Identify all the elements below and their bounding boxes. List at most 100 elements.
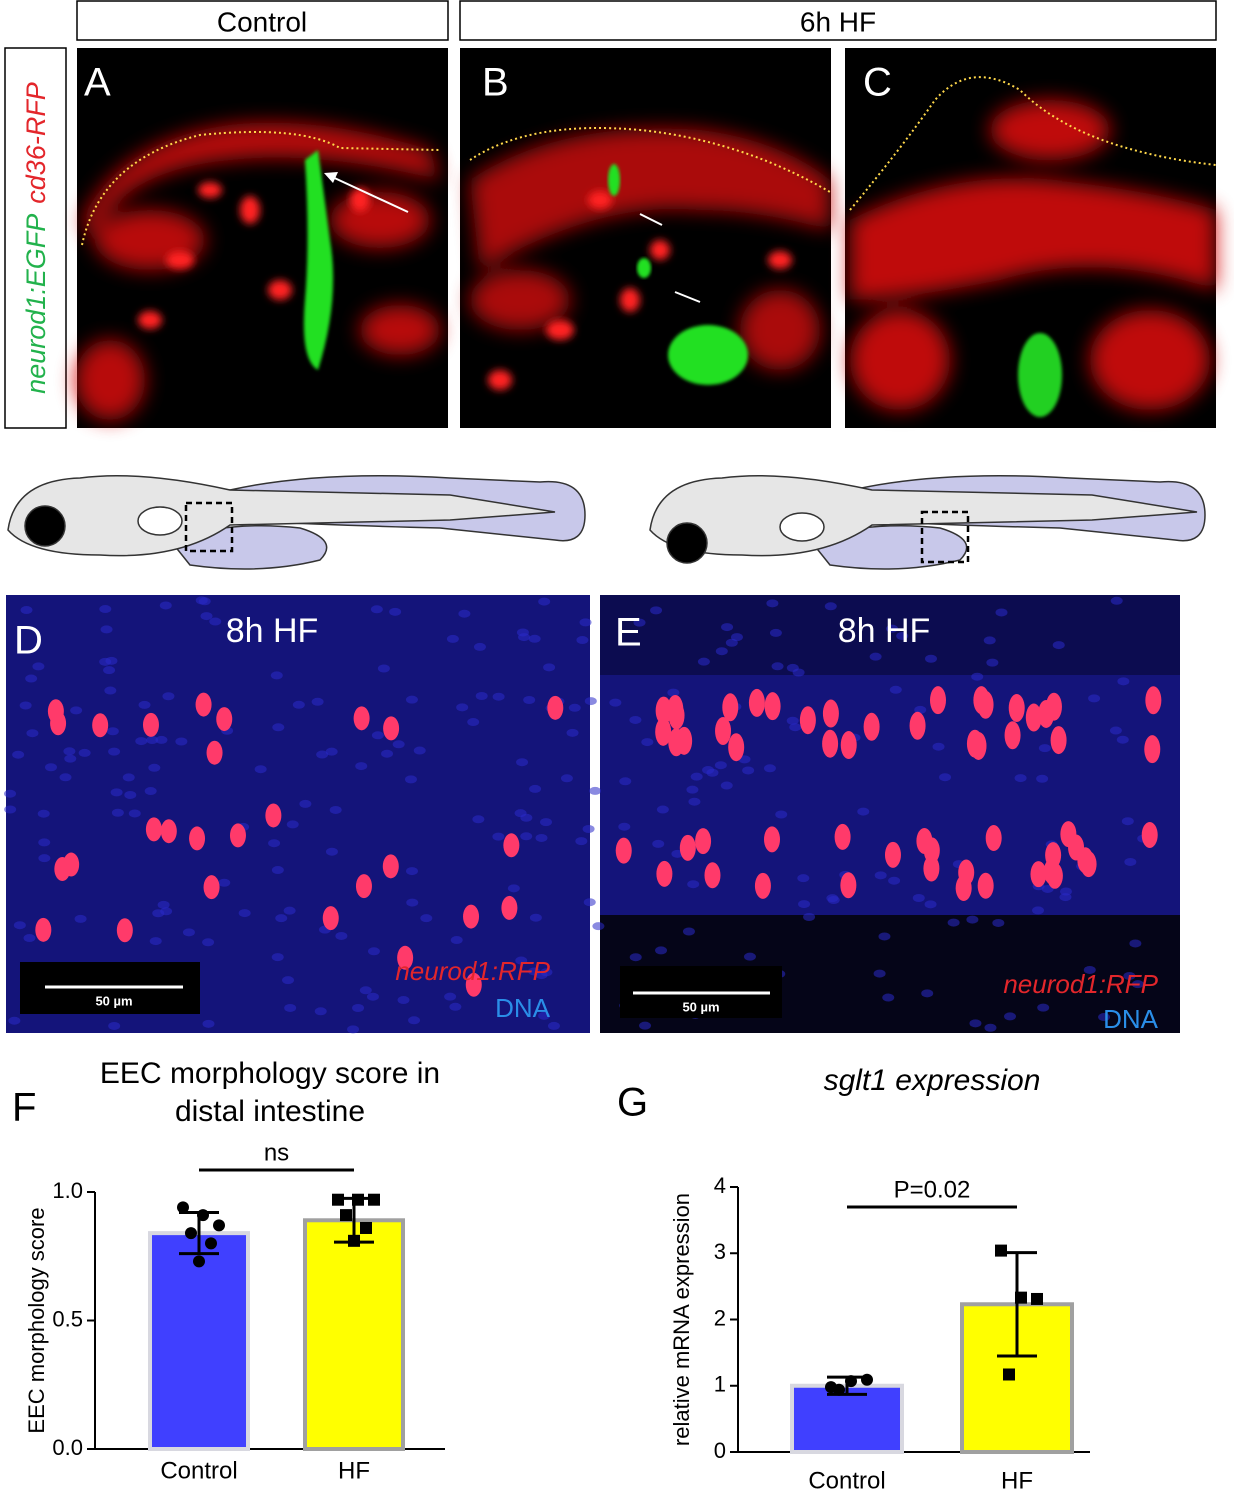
data-point [995,1244,1007,1257]
stain-label: neurod1:RFP [395,956,550,986]
nucleus [175,737,188,746]
eec-cell [615,837,632,864]
panel-letter: E [615,611,642,655]
nucleus [284,1003,297,1012]
nucleus [1124,857,1137,866]
eec-cell [704,862,721,889]
eec-cell [145,817,162,842]
side-label-box [4,47,67,429]
data-point [340,1209,352,1222]
panel-letter: D [14,619,43,663]
eec-cell [958,859,975,886]
nucleus [528,634,541,643]
nucleus [475,691,488,700]
data-point [368,1193,380,1206]
eec-cell [799,706,816,735]
nucleus [655,946,668,955]
eec-cell [116,918,133,943]
nucleus [104,686,117,695]
eec-cell [229,823,246,848]
nucleus [538,597,551,606]
nucleus [1052,641,1065,650]
nucleus [507,884,520,893]
nucleus [1037,1003,1050,1012]
y-tick-label: 0.0 [52,1435,83,1460]
nucleus [641,738,654,747]
nucleus [687,880,700,889]
nucleus [138,700,151,709]
eec-cell [142,712,159,737]
cell-layer [4,596,1162,1034]
nucleus [1014,774,1027,783]
nucleus [467,718,480,727]
nucleus [359,986,372,995]
eec-cell [822,699,839,728]
nucleus [59,773,72,782]
eec-cell [840,731,857,760]
nucleus [656,805,669,814]
nucleus [667,688,680,697]
y-tick-label: 1 [714,1372,726,1397]
nucleus [355,762,368,771]
eec-cell [679,834,696,861]
nucleus [995,608,1008,617]
nucleus [198,597,211,606]
scale-bar-label: 50 µm [95,993,132,1008]
nucleus [149,937,162,946]
eec-cell [265,803,282,828]
nucleus [106,727,119,736]
nucleus [473,642,486,651]
eec-cell [203,875,220,900]
bar [303,1218,405,1452]
eec-cell [748,688,765,717]
nucleus [714,761,727,770]
eec-cell [822,729,839,758]
nucleus [103,666,116,675]
nucleus [8,1016,21,1025]
nucleus [271,953,284,962]
nucleus [1110,596,1123,605]
scale-bar-label: 50 µm [682,999,719,1014]
eec-cell [1141,821,1158,848]
nucleus [19,701,32,710]
nucleus [618,822,631,831]
y-tick-label: 4 [714,1173,726,1198]
eec-cell [728,733,745,762]
eec-cell [909,711,926,740]
nucleus [1041,884,1054,893]
nucleus [218,878,231,887]
nucleus [1109,726,1122,735]
eec-cell [1004,721,1021,750]
nucleus [798,900,811,909]
nucleus [969,1019,982,1028]
nucleus [271,866,284,875]
nucleus [547,1021,560,1030]
nucleus [688,797,701,806]
nucleus [275,914,288,923]
nucleus [1032,906,1045,915]
nucleus [984,1023,997,1032]
eec-cell [353,706,370,731]
eec-cell [397,945,414,970]
eec-cell [764,692,781,721]
nucleus [1088,694,1101,703]
eec-cell [35,917,52,942]
panel-letter: C [863,61,892,105]
x-tick-label: HF [338,1457,370,1484]
stain-label: DNA [1103,1004,1159,1034]
data-point [332,1193,344,1206]
chart-title: distal intestine [175,1095,365,1128]
eec-cell [383,716,400,741]
nucleus [650,606,663,615]
nucleus [1004,1012,1017,1021]
nucleus [311,697,324,706]
nucleus [272,723,285,732]
nucleus [366,992,379,1001]
nucleus [792,668,805,677]
eec-cell [973,686,990,715]
nucleus [38,854,51,863]
data-point [213,1219,225,1232]
nucleus [1038,744,1051,753]
nucleus [874,871,887,880]
nucleus [983,636,996,645]
